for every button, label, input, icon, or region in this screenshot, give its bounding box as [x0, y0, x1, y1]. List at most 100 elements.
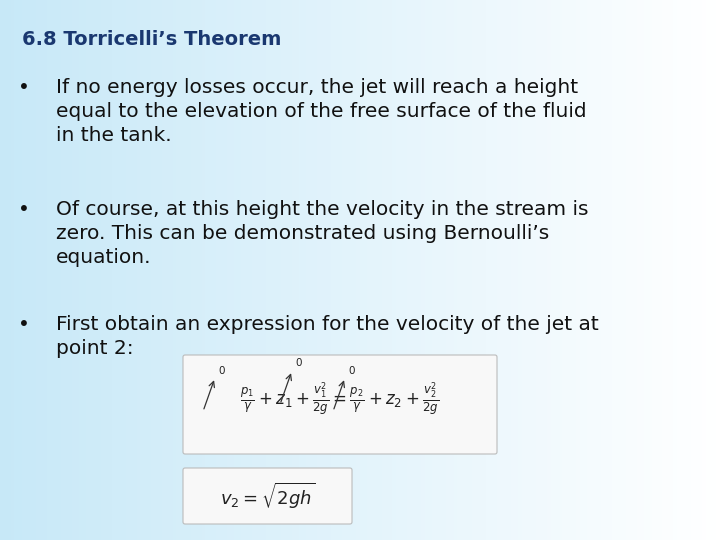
Bar: [630, 0, 634, 540]
Bar: [335, 0, 338, 540]
Bar: [68, 0, 72, 540]
Bar: [641, 0, 644, 540]
Bar: [673, 0, 677, 540]
Bar: [295, 0, 299, 540]
Bar: [353, 0, 356, 540]
Text: $\frac{p_1}{\gamma} + z_1 + \frac{v_1^2}{2g} = \frac{p_2}{\gamma} + z_2 + \frac{: $\frac{p_1}{\gamma} + z_1 + \frac{v_1^2}…: [240, 381, 439, 418]
Bar: [418, 0, 421, 540]
Bar: [666, 0, 670, 540]
Bar: [90, 0, 94, 540]
Bar: [137, 0, 140, 540]
Bar: [518, 0, 522, 540]
Bar: [79, 0, 83, 540]
Bar: [126, 0, 130, 540]
Bar: [454, 0, 457, 540]
Bar: [356, 0, 360, 540]
Bar: [547, 0, 551, 540]
Bar: [482, 0, 486, 540]
Bar: [677, 0, 680, 540]
Bar: [112, 0, 115, 540]
Bar: [122, 0, 126, 540]
Bar: [551, 0, 554, 540]
Bar: [317, 0, 320, 540]
Bar: [83, 0, 86, 540]
Bar: [184, 0, 187, 540]
Bar: [385, 0, 389, 540]
Bar: [479, 0, 482, 540]
Bar: [194, 0, 198, 540]
Bar: [490, 0, 493, 540]
Bar: [709, 0, 713, 540]
Bar: [256, 0, 259, 540]
Bar: [313, 0, 317, 540]
Bar: [637, 0, 641, 540]
Bar: [428, 0, 432, 540]
Bar: [205, 0, 209, 540]
Bar: [158, 0, 162, 540]
Bar: [97, 0, 101, 540]
Bar: [349, 0, 353, 540]
Bar: [515, 0, 518, 540]
Bar: [457, 0, 461, 540]
Bar: [468, 0, 472, 540]
Bar: [601, 0, 605, 540]
Text: $v_2 = \sqrt{2gh}$: $v_2 = \sqrt{2gh}$: [220, 481, 315, 511]
Bar: [504, 0, 508, 540]
Bar: [565, 0, 569, 540]
Bar: [238, 0, 241, 540]
Bar: [212, 0, 216, 540]
Bar: [529, 0, 533, 540]
Bar: [130, 0, 133, 540]
Bar: [583, 0, 587, 540]
Bar: [533, 0, 536, 540]
Bar: [367, 0, 371, 540]
Bar: [302, 0, 306, 540]
Text: •: •: [18, 78, 30, 97]
Text: 0: 0: [295, 359, 302, 368]
Bar: [702, 0, 706, 540]
Bar: [716, 0, 720, 540]
Text: •: •: [18, 200, 30, 219]
Bar: [414, 0, 418, 540]
Bar: [706, 0, 709, 540]
Bar: [248, 0, 252, 540]
Bar: [389, 0, 392, 540]
Bar: [580, 0, 583, 540]
Bar: [598, 0, 601, 540]
Bar: [176, 0, 180, 540]
Bar: [223, 0, 227, 540]
Bar: [187, 0, 191, 540]
Bar: [508, 0, 511, 540]
Bar: [29, 0, 32, 540]
Bar: [662, 0, 666, 540]
Bar: [65, 0, 68, 540]
Bar: [263, 0, 266, 540]
Bar: [86, 0, 90, 540]
Bar: [202, 0, 205, 540]
Bar: [94, 0, 97, 540]
Bar: [11, 0, 14, 540]
Bar: [270, 0, 274, 540]
Bar: [536, 0, 540, 540]
Bar: [522, 0, 526, 540]
Bar: [40, 0, 43, 540]
Bar: [331, 0, 335, 540]
Bar: [684, 0, 688, 540]
Bar: [104, 0, 108, 540]
Bar: [281, 0, 284, 540]
Bar: [619, 0, 623, 540]
Bar: [626, 0, 630, 540]
Bar: [446, 0, 450, 540]
Bar: [436, 0, 439, 540]
Bar: [76, 0, 79, 540]
Bar: [576, 0, 580, 540]
Bar: [644, 0, 648, 540]
Bar: [612, 0, 616, 540]
Bar: [425, 0, 428, 540]
Bar: [338, 0, 342, 540]
Bar: [572, 0, 576, 540]
Bar: [659, 0, 662, 540]
Bar: [655, 0, 659, 540]
Text: •: •: [18, 315, 30, 334]
Bar: [209, 0, 212, 540]
